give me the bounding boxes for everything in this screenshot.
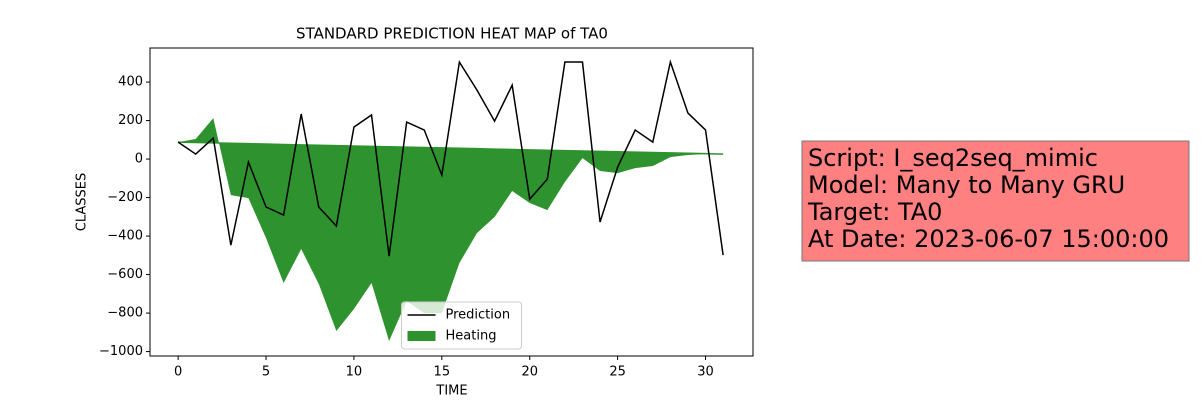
chart-title: STANDARD PREDICTION HEAT MAP of TA0 — [296, 25, 608, 43]
prediction-line — [177, 59, 724, 257]
annotation-line: Target: TA0 — [807, 198, 942, 226]
x-tick-label: 30 — [697, 365, 714, 380]
y-tick-label: 0 — [135, 152, 143, 167]
annotation-line: Script: I_seq2seq_mimic — [808, 144, 1098, 172]
y-tick-label: −1000 — [99, 344, 143, 359]
heating-base — [178, 141, 724, 155]
y-tick-label: 200 — [118, 113, 143, 128]
x-tick-label: 10 — [346, 365, 363, 380]
y-tick-label: −600 — [107, 267, 143, 282]
x-tick-label: 25 — [609, 365, 626, 380]
legend-label: Heating — [446, 329, 497, 344]
x-tick-label: 15 — [434, 365, 451, 380]
x-axis-label: TIME — [435, 384, 467, 399]
y-tick-label: −200 — [107, 190, 143, 205]
x-tick-label: 0 — [174, 365, 182, 380]
annotation-box — [801, 140, 1190, 262]
legend-swatch — [407, 331, 436, 341]
y-tick-label: −400 — [107, 229, 143, 244]
x-tick-label: 5 — [262, 365, 270, 380]
y-axis-label: CLASSES — [75, 173, 90, 231]
annotation-line: Model: Many to Many GRU — [808, 171, 1125, 199]
x-tick-label: 20 — [521, 365, 538, 380]
y-tick-label: −800 — [107, 306, 143, 321]
heating-area — [178, 118, 724, 341]
y-tick-label: 400 — [118, 75, 143, 90]
plot-frame — [149, 47, 754, 357]
annotation-line: At Date: 2023-06-07 15:00:00 — [808, 225, 1169, 253]
legend-label: Prediction — [446, 308, 511, 323]
